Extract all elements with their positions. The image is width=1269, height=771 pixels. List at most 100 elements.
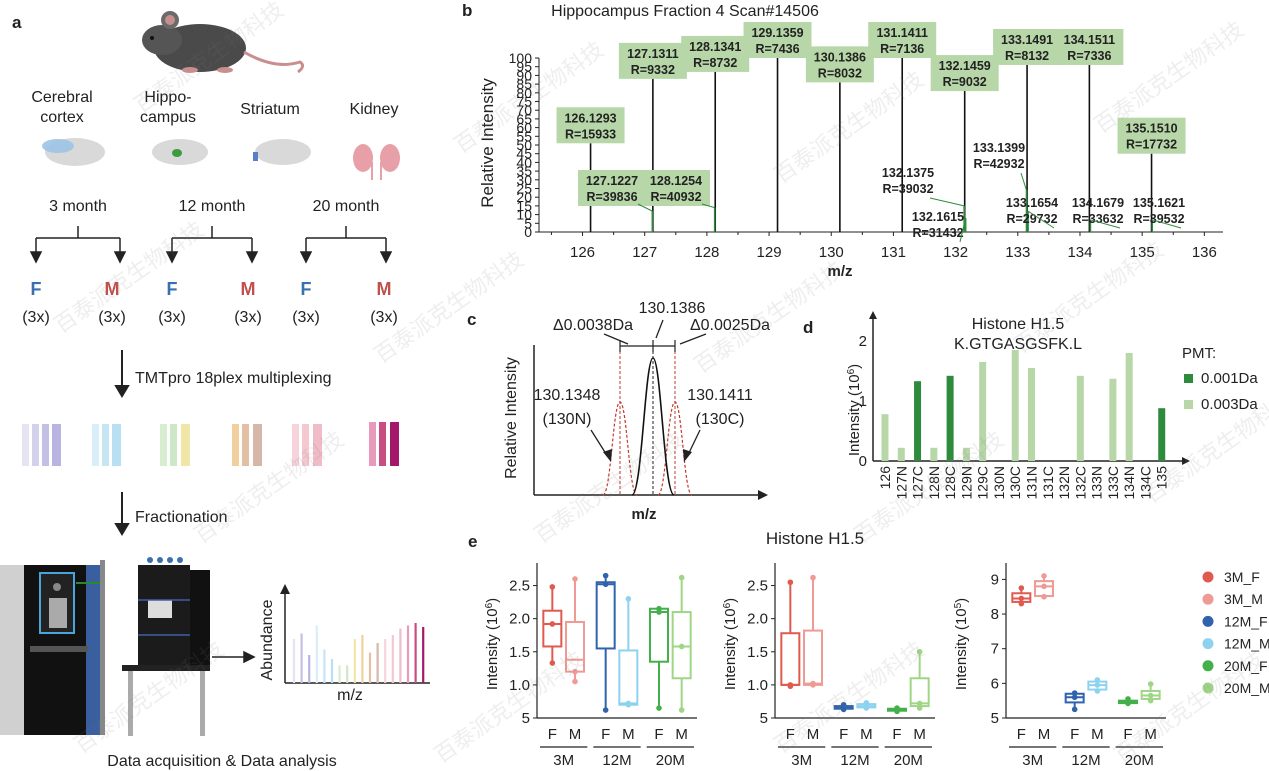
- panel-e-point: [678, 643, 685, 650]
- panel-b-minor-mz: 134.1679: [1072, 196, 1124, 210]
- brain-cortex-icon: [42, 138, 105, 166]
- panel-b-xtick-label: 136: [1192, 244, 1217, 261]
- panel-d-bar-134N: [1125, 353, 1133, 461]
- panel-b-peak-label-box: [930, 55, 999, 92]
- panel-e-box-body: [649, 607, 669, 663]
- panel-e-point: [1094, 677, 1101, 683]
- panel-e-box-body: [803, 629, 823, 686]
- panel-e-ytick-label: 2.0: [509, 611, 530, 628]
- panel-b-ytick-label: 45: [516, 146, 532, 162]
- panel-e-point: [572, 668, 578, 675]
- panel-b-xtick-label: 126: [570, 244, 595, 261]
- age-split-arrows: [29, 226, 393, 264]
- panel-e-ytick-label: 2.5: [509, 578, 530, 595]
- panel-b-peak-res: R=15933: [565, 127, 616, 141]
- panel-d-xtick-label: 133C: [1105, 466, 1121, 499]
- panel-label-c: c: [467, 310, 476, 329]
- panel-b-minor-mz: 127.1227: [586, 174, 638, 188]
- panel-e-group-label: 12M: [602, 752, 631, 769]
- panel-d-legend-title: PMT:: [1182, 345, 1216, 362]
- panel-e-legend-dot: [1202, 615, 1214, 627]
- panel-e-xtick-label: M: [675, 726, 688, 743]
- panel-e-box-body: [565, 620, 585, 673]
- panel-e-ylabel: Intensity (106): [484, 598, 501, 690]
- sex-label-4: F: [301, 279, 312, 299]
- panel-c-right-tag: (130C): [696, 411, 745, 428]
- panel-c-right-peak: 130.1411: [687, 387, 753, 404]
- panel-b-ytick-label: 100: [509, 50, 533, 66]
- panel-e-xtick-label: M: [860, 726, 873, 743]
- panel-b-peak-mz: 131.1411: [876, 26, 927, 40]
- panel-b-peak-res: R=9332: [631, 63, 675, 77]
- lc-system-icon: [122, 557, 210, 736]
- panel-e-box-20M_F: [887, 705, 907, 715]
- panel-e-point: [1018, 600, 1025, 607]
- step-arrows: [114, 350, 130, 536]
- tmt-channel-bars: [22, 422, 399, 466]
- panel-b-ytick-label: 20: [516, 189, 532, 205]
- panel-b-ytick-label: 35: [516, 163, 532, 179]
- panel-e-ytick-label: 1.5: [747, 644, 768, 661]
- panel-e-legend-dot: [1202, 593, 1214, 605]
- panel-d-xtick-label: 133N: [1089, 466, 1105, 499]
- replicate-labels: (3x) (3x) (3x) (3x) (3x) (3x): [22, 309, 398, 326]
- replicate-label-1: (3x): [98, 309, 126, 326]
- panel-d-xtick-label: 131C: [1040, 466, 1056, 499]
- panel-d-bar-133C: [1109, 378, 1117, 461]
- panel-b-minor-leader: [1090, 219, 1121, 229]
- sex-label-2: F: [167, 279, 178, 299]
- panel-e-box-3M_M: [803, 574, 823, 688]
- panel-e-legend: 3M_F 3M_M 12M_F 12M_M 20M_F 20M_M: [1202, 569, 1269, 696]
- panel-e-group-label: 20M: [1125, 752, 1154, 769]
- panel-b-peak-mz: 127.1311: [627, 47, 678, 61]
- panel-e-ytick-label: 5: [522, 710, 530, 727]
- panel-b-peak-res: R=8032: [818, 66, 862, 80]
- panel-d-legend-label: 0.003Da: [1201, 396, 1258, 413]
- panel-b-ytick-label: 10: [516, 207, 532, 223]
- panel-e-point: [602, 572, 609, 579]
- panel-b-title: Hippocampus Fraction 4 Scan#14506: [551, 3, 819, 20]
- panel-b-ytick-label: 40: [516, 154, 532, 170]
- panel-d-xtick-label: 128C: [942, 466, 958, 499]
- panel-d-bar-127C: [914, 381, 922, 461]
- panel-e-ytick-label: 2.0: [747, 611, 768, 628]
- panel-e-point: [1041, 583, 1047, 590]
- panel-e-xtick-label: F: [601, 726, 610, 743]
- panel-d-bar-129N: [962, 447, 970, 461]
- panel-e-xtick-label: F: [786, 726, 795, 743]
- panel-b-ytick-label: 15: [516, 198, 532, 214]
- step-acquisition-label: Data acquisition & Data analysis: [107, 753, 336, 770]
- panel-b-ytick-label: 30: [516, 172, 532, 188]
- panel-b-ytick-label: 25: [516, 181, 532, 197]
- panel-e-xtick-label: F: [1070, 726, 1079, 743]
- panel-e-group-label: 20M: [894, 752, 923, 769]
- replicate-label-2: (3x): [158, 309, 186, 326]
- panel-e-box-20M_M: [1140, 681, 1161, 704]
- panel-b-peak-label-box: [868, 22, 937, 58]
- panel-b-minor-res: R=33632: [1072, 212, 1123, 226]
- panel-d-ytick-label: 2: [859, 333, 867, 350]
- panel-e-ytick-label: 1.5: [509, 644, 530, 661]
- panel-e-point: [1018, 595, 1025, 602]
- panel-e-legend-label: 12M_M: [1224, 636, 1269, 652]
- panel-e-point: [1094, 688, 1101, 694]
- panel-b-minor-leader: [959, 217, 967, 243]
- panel-a: Cerebral cortex Hippo-campus Striatum Kid…: [0, 11, 430, 770]
- panel-e-box-3M_M: [565, 576, 585, 685]
- panel-d-bar-128N: [930, 447, 938, 461]
- panel-e-point: [1041, 593, 1047, 600]
- panel-e-xtick-label: F: [1123, 726, 1132, 743]
- step-tmt-label: TMTpro 18plex multiplexing: [135, 370, 332, 387]
- panel-e-box-20M_F: [649, 605, 669, 711]
- panel-d-bar-135: [1158, 408, 1166, 461]
- panel-e-box-12M_F: [833, 701, 854, 713]
- panel-b-xtick-label: 134: [1067, 244, 1092, 261]
- panel-b-peak-label-box: [556, 107, 625, 144]
- panel-d-xtick-label: 127C: [910, 466, 926, 499]
- panel-e-point: [625, 596, 632, 602]
- panel-d-bar-chart: Histone H1.5 K.GTGASGSFK.L Intensity (10…: [846, 311, 1258, 499]
- panel-e-box-3M_F: [1011, 585, 1032, 607]
- panel-c-left-tag: (130N): [543, 411, 592, 428]
